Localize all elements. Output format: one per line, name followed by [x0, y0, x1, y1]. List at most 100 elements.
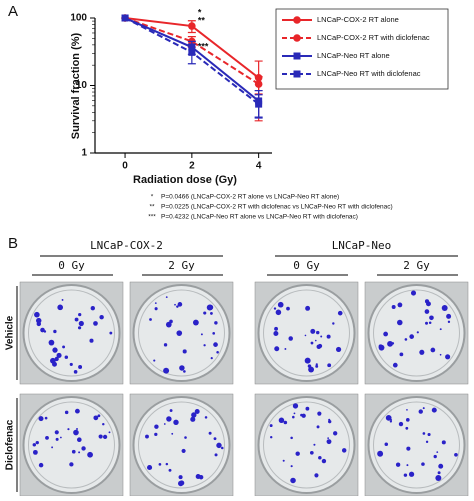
colony — [163, 423, 166, 425]
dish-rim — [263, 289, 350, 377]
colony — [377, 450, 384, 457]
colony — [310, 328, 316, 334]
colony — [422, 432, 426, 435]
colony — [203, 311, 207, 315]
colony — [406, 464, 409, 467]
dish — [132, 396, 231, 494]
colony — [212, 332, 216, 335]
colony — [387, 340, 393, 347]
legend-label: LNCaP-COX-2 RT with diclofenac — [317, 33, 430, 42]
annotation: *** — [198, 41, 209, 51]
row-label: Vehicle — [5, 315, 16, 350]
colony — [409, 334, 415, 339]
colony — [54, 430, 59, 435]
colony — [433, 454, 437, 459]
colony — [327, 363, 332, 368]
panel-label: A — [8, 3, 18, 20]
colony — [64, 355, 69, 359]
colony — [446, 313, 452, 319]
dish — [367, 284, 466, 382]
colony — [332, 322, 335, 325]
dish-rim — [28, 289, 115, 377]
colony — [337, 310, 343, 316]
colony — [292, 403, 299, 409]
colony — [38, 416, 44, 422]
colony — [50, 357, 56, 364]
colony — [48, 339, 55, 346]
colony — [378, 344, 383, 349]
colony — [408, 471, 415, 477]
colony — [422, 407, 425, 410]
colony — [166, 416, 172, 422]
dish-rim — [373, 289, 460, 377]
colony — [419, 349, 425, 355]
colony — [445, 354, 451, 360]
x-tick-label: 4 — [256, 161, 262, 172]
colony — [304, 334, 307, 337]
colony — [73, 429, 79, 436]
colony — [165, 296, 168, 299]
colony — [109, 331, 113, 335]
colony — [102, 422, 105, 426]
legend-marker — [293, 16, 301, 24]
colony — [283, 420, 288, 425]
legend-label: LNCaP-Neo RT alone — [317, 51, 390, 60]
colony — [154, 307, 158, 311]
annotation: ** — [198, 15, 206, 25]
colony — [35, 441, 39, 445]
colony — [275, 309, 282, 316]
colony — [429, 315, 434, 321]
colony — [76, 437, 82, 443]
colony — [405, 426, 409, 430]
colony — [305, 406, 310, 411]
colony — [274, 326, 278, 331]
dose-label: 0 Gy — [293, 259, 320, 272]
legend-marker — [293, 70, 301, 78]
colony — [64, 410, 69, 415]
colony — [78, 451, 81, 454]
dish-rim — [373, 401, 460, 489]
colony — [284, 348, 287, 350]
group-label: LNCaP-COX-2 — [90, 239, 163, 252]
colony — [290, 465, 293, 468]
colony — [315, 364, 319, 368]
colony — [154, 432, 158, 437]
colony — [316, 425, 320, 429]
footnote-text: P=0.4232 (LNCaP-Neo RT alone vs LNCaP-Ne… — [161, 214, 358, 221]
colony — [165, 462, 169, 466]
colony — [89, 338, 94, 343]
colony — [304, 357, 311, 364]
colony — [398, 421, 404, 427]
colony — [410, 290, 417, 296]
dish — [367, 396, 466, 494]
colony — [71, 449, 76, 454]
data-point — [188, 48, 196, 56]
colony — [36, 317, 42, 324]
colony — [208, 431, 212, 435]
colony — [183, 370, 186, 373]
colony — [437, 471, 441, 475]
colony — [74, 408, 80, 414]
colony — [397, 302, 403, 308]
colony — [76, 428, 78, 430]
colony — [158, 462, 162, 466]
colony — [190, 416, 196, 422]
dish-rim — [138, 401, 225, 489]
dose-label: 2 Gy — [403, 259, 430, 272]
colony — [427, 432, 431, 437]
colony — [290, 436, 293, 440]
dish — [22, 396, 121, 494]
colony — [428, 321, 432, 325]
colony — [34, 311, 40, 318]
colony — [416, 331, 419, 334]
colony — [431, 407, 437, 413]
colony — [154, 302, 157, 304]
colony — [425, 440, 429, 444]
colony — [286, 306, 290, 311]
colony — [454, 452, 458, 457]
colony — [214, 321, 218, 325]
colony — [99, 314, 104, 320]
colony — [198, 474, 204, 480]
colony — [67, 428, 70, 431]
